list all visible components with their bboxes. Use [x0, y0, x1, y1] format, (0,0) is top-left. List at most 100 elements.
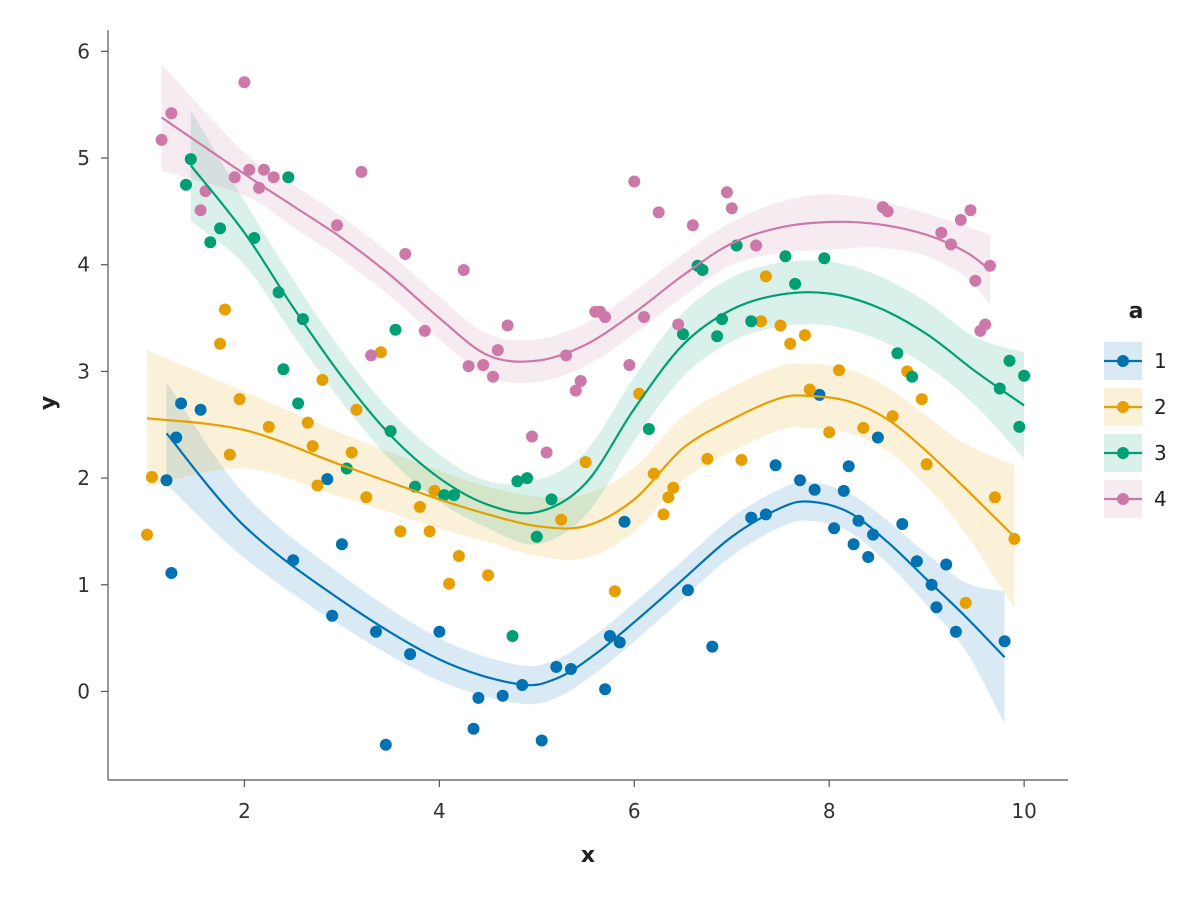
point-series-1: [613, 636, 626, 649]
point-series-4: [267, 171, 280, 184]
point-series-1: [769, 459, 782, 472]
point-series-2: [803, 383, 816, 396]
legend: a 1 2 3 4: [1104, 299, 1167, 518]
y-tick-label: 6: [77, 39, 90, 63]
point-series-3: [906, 370, 919, 383]
x-axis-label: x: [581, 843, 595, 868]
point-series-2: [784, 337, 797, 350]
point-series-4: [540, 446, 553, 459]
point-series-3: [384, 425, 397, 438]
point-series-3: [1018, 369, 1031, 382]
point-series-1: [550, 660, 563, 673]
point-series-1: [379, 738, 392, 751]
confidence-bands: [147, 64, 1025, 724]
point-series-4: [477, 359, 490, 371]
point-series-1: [998, 635, 1011, 648]
point-series-3: [1003, 354, 1016, 367]
point-series-4: [238, 76, 251, 89]
point-series-1: [599, 683, 612, 696]
point-series-4: [623, 359, 636, 371]
point-series-1: [949, 625, 962, 638]
point-series-4: [979, 318, 992, 331]
point-series-2: [428, 484, 441, 497]
fit-lines: [146, 116, 1025, 687]
point-series-4: [365, 349, 378, 362]
point-series-1: [321, 473, 334, 486]
point-series-4: [881, 205, 894, 218]
legend-swatch-point-2: [1117, 401, 1129, 413]
point-series-4: [243, 163, 256, 176]
legend-title: a: [1129, 299, 1144, 324]
point-series-2: [233, 393, 246, 406]
point-series-3: [745, 315, 758, 328]
x-tick-label: 8: [823, 799, 836, 823]
point-series-2: [452, 550, 465, 562]
point-series-3: [282, 171, 295, 184]
point-series-4: [257, 163, 270, 176]
point-series-4: [672, 318, 685, 331]
point-series-4: [574, 375, 587, 387]
point-series-2: [833, 364, 845, 377]
point-series-1: [842, 460, 855, 473]
point-series-4: [725, 202, 738, 215]
point-series-2: [311, 479, 324, 492]
point-series-4: [638, 311, 650, 323]
point-series-4: [599, 311, 612, 323]
point-series-2: [701, 452, 714, 465]
band-series-2: [147, 350, 1015, 609]
y-tick-label: 4: [77, 253, 90, 277]
point-series-2: [394, 525, 407, 538]
point-series-2: [374, 346, 387, 359]
point-series-4: [526, 430, 538, 443]
point-series-2: [262, 420, 275, 433]
point-series-2: [735, 453, 748, 466]
point-series-1: [618, 515, 631, 528]
legend-label-1: 1: [1154, 349, 1167, 373]
point-series-1: [165, 567, 178, 579]
point-series-3: [530, 530, 543, 543]
point-series-2: [608, 585, 621, 598]
band-series-1: [166, 382, 1005, 724]
point-series-1: [706, 640, 719, 653]
legend-swatch-point-1: [1117, 355, 1129, 367]
point-series-3: [214, 222, 227, 235]
point-series-3: [448, 489, 460, 502]
fit-line-series-3: [189, 164, 1025, 515]
point-series-1: [370, 625, 382, 638]
y-tick-label: 5: [77, 146, 90, 170]
point-series-2: [443, 577, 456, 590]
point-series-1: [862, 551, 875, 563]
point-series-3: [521, 472, 534, 485]
point-series-4: [491, 344, 504, 357]
point-series-3: [545, 493, 558, 506]
point-series-4: [165, 107, 178, 120]
point-series-4: [331, 219, 343, 232]
point-series-4: [487, 370, 499, 383]
point-series-1: [828, 522, 841, 535]
point-series-4: [954, 213, 967, 226]
fit-line-series-4: [160, 116, 991, 363]
point-series-4: [686, 219, 699, 232]
point-series-2: [755, 315, 767, 328]
point-series-2: [662, 491, 675, 504]
point-series-2: [886, 410, 899, 423]
point-series-1: [326, 609, 339, 622]
point-series-3: [642, 423, 655, 435]
point-series-3: [1013, 420, 1026, 433]
point-series-2: [301, 416, 314, 429]
point-series-3: [711, 330, 724, 343]
point-series-2: [915, 393, 928, 406]
legend-swatch-point-3: [1117, 447, 1129, 459]
point-series-4: [750, 239, 763, 252]
point-series-2: [345, 446, 358, 459]
point-series-4: [355, 165, 368, 178]
point-series-2: [1008, 532, 1021, 545]
y-tick-label: 2: [77, 466, 90, 490]
point-series-1: [808, 483, 821, 496]
point-series-1: [852, 514, 865, 527]
point-series-1: [930, 601, 943, 614]
point-series-2: [988, 491, 1001, 504]
point-series-1: [175, 397, 188, 410]
point-series-2: [579, 456, 592, 469]
